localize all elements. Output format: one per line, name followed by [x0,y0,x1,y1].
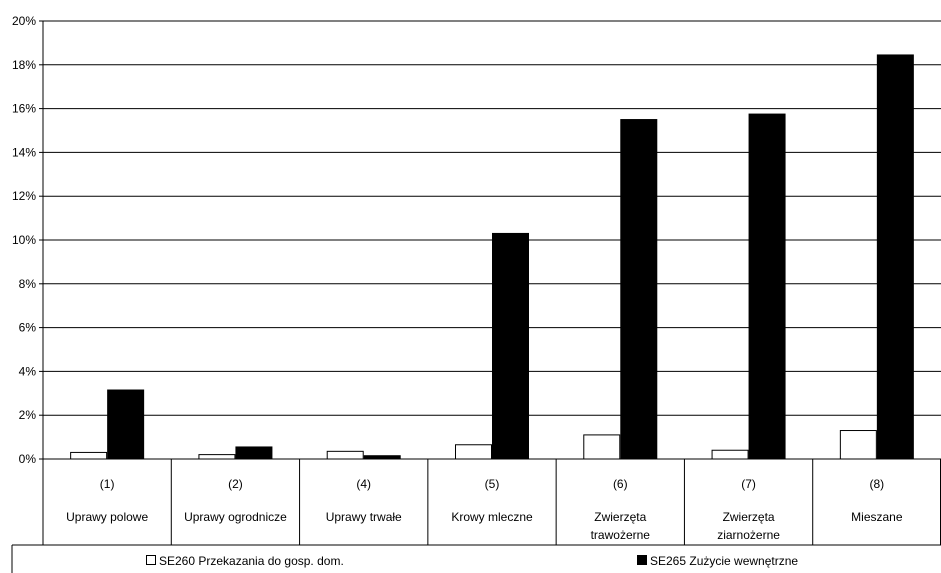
category-name: Uprawy trwałe [326,510,402,524]
legend: SE260 Przekazania do gosp. dom. SE265 Zuż… [146,554,798,568]
y-tick-label: 2% [19,408,37,422]
bar-se265-6 [748,113,786,460]
category-name: Uprawy ogrodnicze [184,510,287,524]
bars [70,54,914,460]
bar-se260-2 [198,454,236,460]
legend-label-se265: SE265 Zużycie wewnętrzne [650,554,798,568]
legend-label-se260: SE260 Przekazania do gosp. dom. [159,554,344,568]
bar-se265-4 [492,232,529,460]
y-axis-tick-labels: 0% 2% 4% 6% 8% 10% 12% 14% 16% 18% 20% [12,14,36,466]
y-tick-label: 6% [19,321,37,335]
y-tick-label: 4% [19,364,37,378]
category-code: (1) [100,477,115,491]
bar-se260-3 [326,450,364,460]
gridlines [39,20,941,460]
category-name: Zwierzęta [723,510,775,524]
category-name: trawożerne [591,528,651,542]
bar-se265-1 [107,389,145,460]
y-tick-label: 8% [19,277,37,291]
y-tick-label: 14% [12,145,36,159]
legend-swatch-se260 [146,555,156,565]
y-tick-label: 16% [12,102,36,116]
bar-se265-7 [876,54,914,460]
category-name: Krowy mleczne [451,510,533,524]
category-code: (7) [741,477,756,491]
category-code: (6) [613,477,628,491]
y-tick-label: 10% [12,233,36,247]
category-table: (1) Uprawy polowe (2) Uprawy ogrodnicze (4) U… [11,458,941,573]
bar-se265-5 [620,119,658,460]
category-code: (5) [485,477,500,491]
bar-se260-7 [839,430,877,460]
category-code: (8) [870,477,885,491]
category-name: Mieszane [851,510,903,524]
legend-swatch-se265 [637,555,647,565]
category-name: Zwierzęta [594,510,646,524]
bar-se260-4 [455,444,492,460]
bar-se260-6 [711,449,749,460]
category-name: ziarnożerne [717,528,780,542]
category-code: (4) [356,477,371,491]
bar-se260-5 [583,434,621,460]
y-tick-label: 12% [12,189,36,203]
y-tick-label: 18% [12,58,36,72]
bar-se260-1 [70,451,108,460]
category-code: (2) [228,477,243,491]
y-tick-label: 20% [12,14,36,28]
category-name: Uprawy polowe [66,510,148,524]
y-tick-label: 0% [19,452,37,466]
bar-se265-2 [235,446,273,460]
